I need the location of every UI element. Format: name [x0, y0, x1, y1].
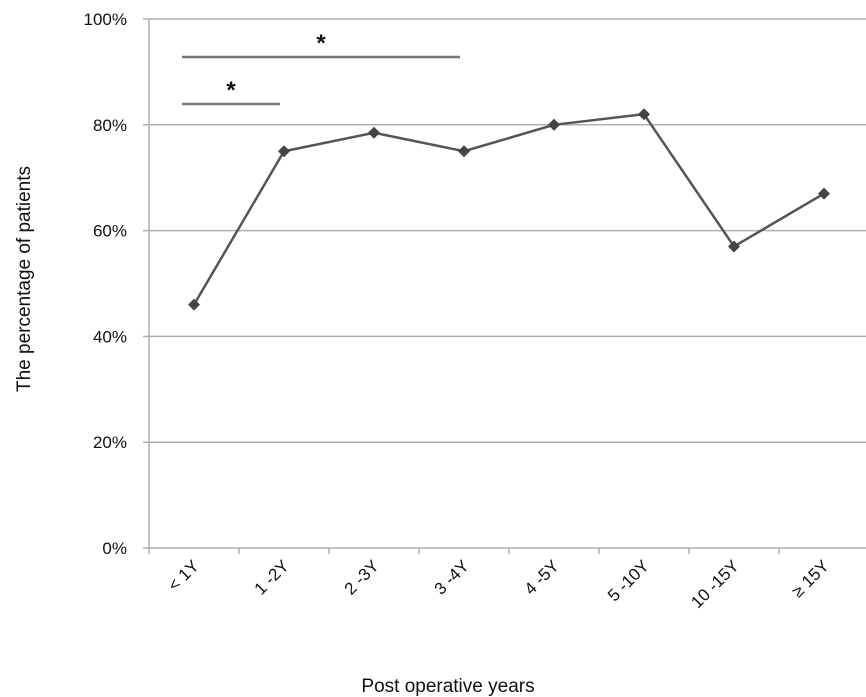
y-axis-title: The percentage of patients [14, 166, 35, 392]
y-tick-label: 20% [93, 433, 127, 452]
data-point [638, 108, 650, 121]
y-tick-label: 100% [84, 10, 127, 29]
series-line [192, 112, 825, 306]
y-tick-label: 40% [93, 327, 127, 346]
axes [143, 18, 866, 554]
data-point [728, 240, 740, 253]
data-point [818, 187, 830, 200]
y-tick-label: 80% [93, 116, 127, 135]
data-point [548, 118, 560, 131]
x-tick-label: 4 -5Y [521, 556, 563, 598]
data-point [368, 126, 380, 139]
x-tick-label: 2 -3Y [341, 556, 383, 598]
significance-label: * [226, 77, 236, 104]
y-tick-label: 60% [93, 222, 127, 241]
x-tick-label: 10 -15Y [687, 556, 743, 612]
series [188, 108, 830, 311]
significance-label: * [316, 30, 326, 57]
x-tick-label: 3 -4Y [431, 556, 473, 598]
tick-labels: 0% 20% 40% 60% 80% 100% < 1Y 1 -2Y 2 -3Y 3 -4Y 4 -… [84, 10, 833, 612]
x-axis-title: Post operative years [361, 676, 534, 697]
x-tick-label: ≥ 15Y [788, 556, 833, 601]
data-point [188, 298, 200, 311]
significance-brackets: ** [182, 30, 460, 106]
x-tick-label: 1 -2Y [251, 556, 293, 598]
x-tick-label: 5 -10Y [604, 556, 653, 605]
data-point [458, 145, 470, 158]
y-tick-label: 0% [102, 539, 127, 558]
x-tick-label: < 1Y [164, 556, 203, 595]
gridlines [149, 18, 866, 443]
data-point [278, 145, 290, 158]
